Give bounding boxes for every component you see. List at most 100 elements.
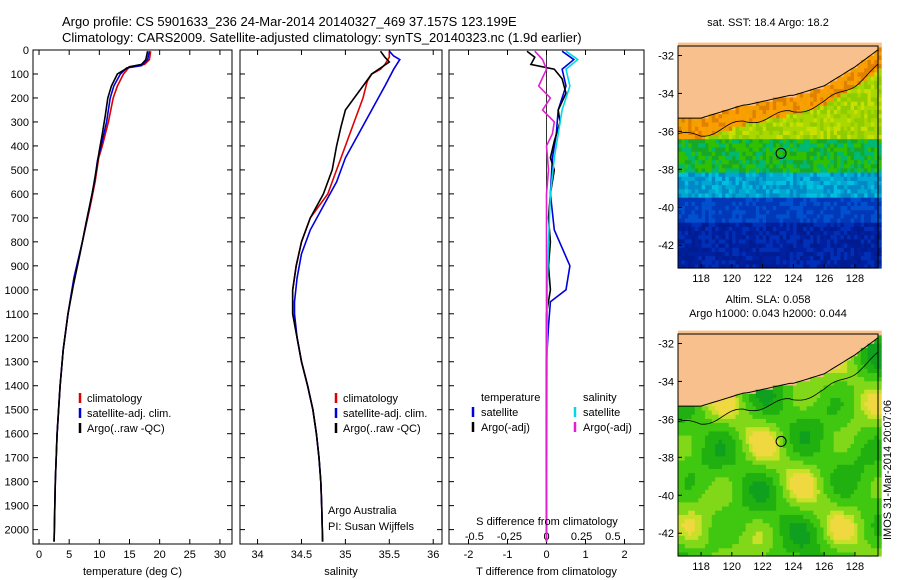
- map-cell: [745, 380, 750, 386]
- map-cell: [772, 209, 777, 215]
- map-cell: [745, 476, 750, 482]
- map-cell: [722, 526, 726, 532]
- map-cell: [864, 230, 869, 236]
- map-cell: [854, 213, 858, 219]
- map-cell: [769, 117, 774, 123]
- map-cell: [718, 485, 723, 490]
- map-cell: [810, 92, 814, 98]
- map-cell: [732, 338, 737, 344]
- map-cell: [725, 138, 730, 144]
- map-cell: [718, 514, 723, 520]
- map-cell: [735, 497, 740, 503]
- map-cell: [772, 88, 777, 94]
- map-cell: [684, 455, 689, 461]
- map-cell: [735, 405, 740, 411]
- map-cell: [688, 468, 693, 474]
- map-cell: [762, 84, 767, 90]
- map-cell: [725, 105, 730, 110]
- map-cell: [681, 539, 686, 545]
- map-cell: [779, 121, 784, 127]
- map-cell: [715, 405, 720, 411]
- map-cell: [870, 172, 875, 177]
- map-cell: [688, 443, 693, 449]
- map-cell: [870, 126, 875, 131]
- map-cell: [874, 180, 879, 186]
- map-cell: [823, 134, 828, 140]
- map-cell: [837, 63, 842, 69]
- map-cell: [708, 380, 713, 386]
- map-cell: [735, 134, 740, 140]
- map-cell: [820, 134, 825, 140]
- map-cell: [870, 226, 875, 232]
- map-cell: [877, 80, 882, 85]
- map-cell: [874, 42, 879, 48]
- map-cell: [711, 217, 716, 223]
- map-cell: [823, 159, 828, 165]
- map-cell: [826, 138, 831, 144]
- map-cell: [688, 535, 693, 540]
- map-cell: [678, 105, 682, 110]
- map-cell: [806, 84, 811, 90]
- series-line: [534, 50, 556, 542]
- map-cell: [698, 397, 703, 403]
- map-cell: [749, 389, 754, 394]
- map-cell: [718, 547, 723, 553]
- map-cell: [826, 234, 831, 240]
- map-cell: [705, 434, 710, 440]
- map-cell: [694, 263, 699, 269]
- map-cell: [738, 167, 743, 173]
- map-cell: [725, 497, 730, 503]
- map-cell: [701, 539, 706, 545]
- map-cell: [833, 59, 838, 65]
- map-cell: [755, 55, 760, 60]
- map-cell: [826, 105, 831, 110]
- map-cell: [711, 188, 716, 194]
- map-cell: [874, 184, 879, 190]
- map-cell: [742, 497, 747, 503]
- map-cell: [823, 109, 828, 115]
- map-cell: [789, 184, 794, 190]
- map-cell: [877, 55, 882, 60]
- map-cell: [799, 71, 804, 77]
- map-cell: [745, 393, 750, 398]
- map-cell: [705, 217, 710, 223]
- map-cell: [793, 263, 798, 269]
- map-cell: [860, 126, 865, 131]
- map-cell: [688, 138, 693, 144]
- map-cell: [823, 188, 828, 194]
- map-cell: [755, 159, 760, 165]
- map-cell: [860, 163, 865, 169]
- map-cell: [725, 71, 730, 77]
- map-cell: [735, 535, 740, 540]
- map-cell: [705, 117, 710, 123]
- x-tick-label: 122: [753, 273, 771, 285]
- map-cell: [769, 130, 774, 135]
- map-cell: [688, 480, 693, 486]
- map-cell: [772, 180, 777, 186]
- map-cell: [711, 238, 716, 244]
- map-cell: [678, 247, 682, 252]
- map-cell: [782, 159, 787, 165]
- map-cell: [705, 184, 710, 190]
- map-cell: [752, 401, 757, 407]
- map-cell: [867, 46, 872, 52]
- map-cell: [840, 50, 845, 56]
- map-cell: [698, 255, 703, 261]
- map-cell: [793, 84, 798, 90]
- map-cell: [708, 405, 713, 411]
- map-cell: [749, 63, 754, 69]
- map-cell: [755, 505, 760, 511]
- map-cell: [837, 142, 842, 148]
- map-cell: [708, 485, 713, 490]
- map-cell: [688, 401, 693, 407]
- map-cell: [728, 63, 733, 69]
- map-cell: [752, 184, 757, 190]
- map-cell: [762, 414, 767, 419]
- map-cell: [708, 163, 713, 169]
- map-cell: [738, 255, 743, 261]
- map-cell: [681, 472, 686, 478]
- map-cell: [732, 238, 737, 244]
- map-cell: [688, 489, 693, 494]
- map-cell: [867, 109, 872, 115]
- map-cell: [874, 92, 879, 98]
